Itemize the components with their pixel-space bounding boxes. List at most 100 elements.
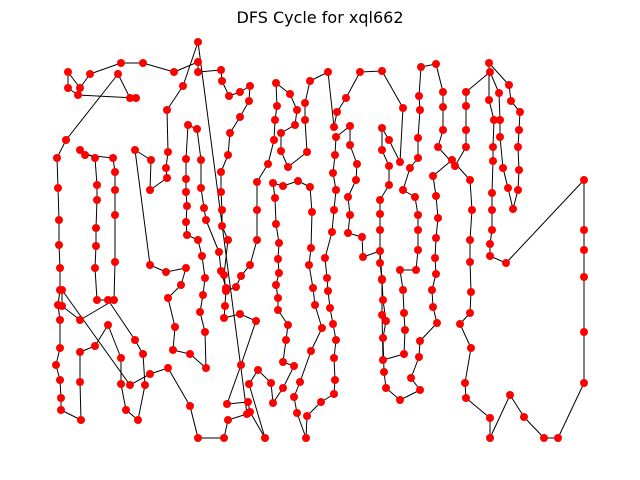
- cycle-edge: [418, 66, 422, 97]
- graph-node: [328, 228, 336, 236]
- graph-node: [333, 108, 341, 116]
- graph-node: [111, 168, 119, 176]
- graph-node: [244, 398, 252, 406]
- cycle-edge: [142, 62, 175, 73]
- graph-node: [271, 194, 279, 202]
- graph-node: [515, 126, 523, 134]
- graph-node: [485, 96, 493, 104]
- graph-node: [432, 234, 440, 242]
- graph-node: [186, 350, 194, 358]
- graph-node: [580, 379, 588, 387]
- cycle-edge: [173, 61, 199, 73]
- graph-node: [243, 410, 251, 418]
- graph-node: [110, 296, 118, 304]
- graph-node: [217, 66, 225, 74]
- graph-node: [378, 124, 386, 132]
- graph-node: [496, 133, 504, 141]
- graph-node: [509, 205, 517, 213]
- graph-node: [376, 210, 384, 218]
- graph-node: [486, 252, 494, 260]
- graph-node: [344, 193, 352, 201]
- graph-node: [382, 317, 390, 325]
- graph-node: [415, 353, 423, 361]
- cycle-edge: [491, 160, 494, 194]
- graph-node: [52, 361, 60, 369]
- graph-node: [486, 68, 494, 76]
- graph-node: [114, 70, 122, 78]
- cycle-edge: [403, 329, 406, 355]
- graph-node: [385, 162, 393, 170]
- graph-node: [91, 154, 99, 162]
- graph-node: [139, 59, 147, 67]
- graph-node: [54, 184, 62, 192]
- graph-node: [274, 294, 282, 302]
- node-layer: [52, 38, 588, 442]
- cycle-edge: [509, 394, 525, 418]
- graph-node: [580, 176, 588, 184]
- graph-node: [224, 236, 232, 244]
- graph-node: [467, 344, 475, 352]
- graph-node: [461, 379, 469, 387]
- cycle-edge: [189, 405, 199, 439]
- graph-node: [86, 70, 94, 78]
- graph-node: [466, 176, 474, 184]
- graph-node: [56, 264, 64, 272]
- graph-node: [171, 323, 179, 331]
- graph-node: [274, 255, 282, 263]
- graph-node: [202, 364, 210, 372]
- graph-node: [147, 156, 155, 164]
- cycle-edge: [345, 71, 361, 99]
- graph-node: [279, 182, 287, 190]
- graph-node: [111, 186, 119, 194]
- graph-node: [122, 406, 130, 414]
- graph-node: [432, 270, 440, 278]
- graph-node: [379, 296, 387, 304]
- graph-node: [201, 328, 209, 336]
- cycle-edge: [469, 261, 472, 293]
- graph-node: [378, 311, 386, 319]
- graph-node: [246, 261, 254, 269]
- graph-node: [254, 366, 262, 374]
- graph-node: [184, 121, 192, 129]
- graph-node: [378, 67, 386, 75]
- graph-node: [271, 116, 279, 124]
- graph-node: [117, 354, 125, 362]
- cycle-edge: [459, 323, 472, 349]
- graph-node: [580, 226, 588, 234]
- graph-node: [269, 399, 277, 407]
- graph-node: [489, 143, 497, 151]
- graph-node: [290, 393, 298, 401]
- graph-node: [223, 400, 231, 408]
- cycle-edge: [79, 381, 82, 421]
- cycle-edge: [464, 347, 472, 384]
- graph-node: [92, 224, 100, 232]
- graph-node: [246, 82, 254, 90]
- graph-node: [515, 166, 523, 174]
- graph-node: [236, 310, 244, 318]
- cycle-edge: [94, 324, 109, 347]
- graph-node: [462, 143, 470, 151]
- graph-node: [305, 261, 313, 269]
- graph-node: [382, 384, 390, 392]
- graph-node: [504, 184, 512, 192]
- cycle-edge: [137, 384, 146, 421]
- graph-node: [376, 226, 384, 234]
- graph-node: [53, 154, 61, 162]
- graph-node: [64, 68, 72, 76]
- graph-node: [139, 350, 147, 358]
- graph-node: [58, 286, 66, 294]
- graph-node: [131, 146, 139, 154]
- graph-node: [126, 381, 134, 389]
- graph-node: [57, 394, 65, 402]
- cycle-edge: [166, 85, 184, 111]
- graph-node: [92, 242, 100, 250]
- cycle-edge: [324, 231, 333, 259]
- graph-node: [505, 81, 513, 89]
- graph-node: [432, 192, 440, 200]
- graph-node: [321, 254, 329, 262]
- graph-node: [57, 406, 65, 414]
- graph-node: [580, 328, 588, 336]
- graph-node: [432, 60, 440, 68]
- graph-node: [495, 89, 503, 97]
- graph-node: [428, 286, 436, 294]
